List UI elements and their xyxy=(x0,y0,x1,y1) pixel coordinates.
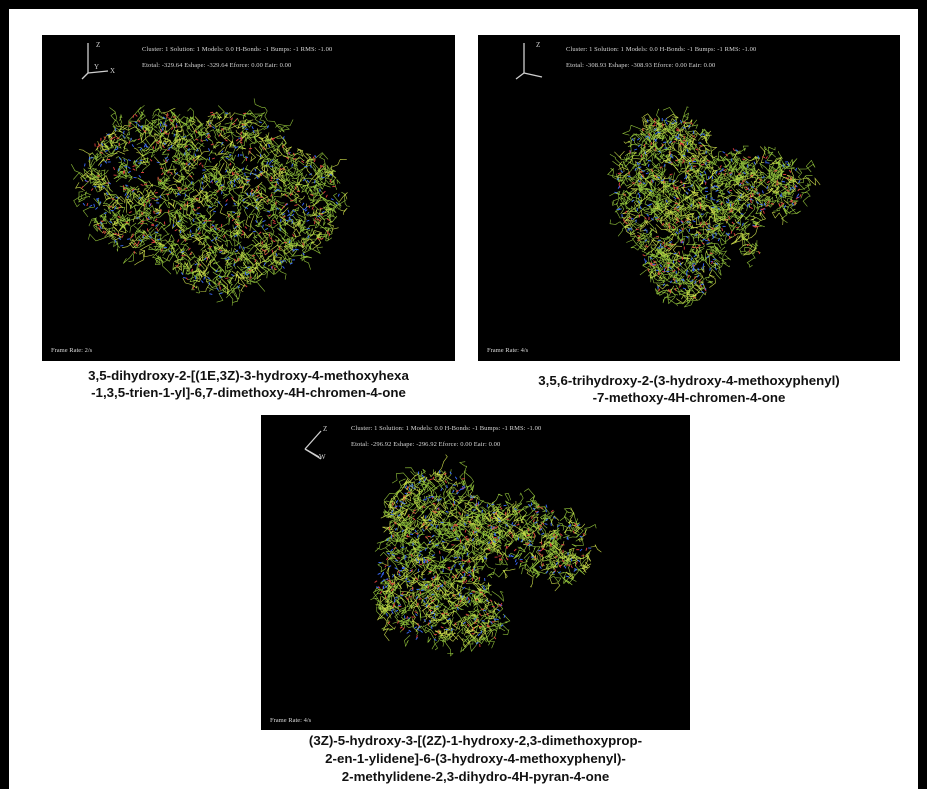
caption-panel-3: (3Z)-5-hydroxy-3-[(2Z)-1-hydroxy-2,3-dim… xyxy=(200,732,751,786)
caption-line: 2-methylidene-2,3-dihydro-4H-pyran-4-one xyxy=(341,769,610,784)
atom-markers xyxy=(614,117,802,299)
frame-rate-label: Frame Rate: 4/s xyxy=(270,717,312,724)
docking-panel-1: Z Y X Cluster: 1 Solution: 1 Models: 0.0… xyxy=(42,35,455,361)
axes-orientation-icon: Z W xyxy=(304,425,327,461)
backbone-wire xyxy=(607,106,816,308)
caption-line: 2-en-1-ylidene]-6-(3-hydroxy-4-methoxyph… xyxy=(325,751,626,766)
sidechain-wire xyxy=(614,113,821,304)
caption-panel-1: 3,5-dihydroxy-2-[(1E,3Z)-3-hydroxy-4-met… xyxy=(42,367,455,401)
axis-x-label: W xyxy=(319,453,326,461)
score-header-line2: Etotal: -308.93 Eshape: -308.93 Eforce: … xyxy=(566,62,716,69)
axis-y-label: Y xyxy=(94,63,99,71)
protein-ligand-wireframe xyxy=(370,454,602,657)
score-header-line1: Cluster: 1 Solution: 1 Models: 0.0 H-Bon… xyxy=(351,425,542,432)
caption-line: 3,5-dihydroxy-2-[(1E,3Z)-3-hydroxy-4-met… xyxy=(88,368,409,383)
axes-orientation-icon: Z Y X xyxy=(81,41,115,80)
score-header-line2: Etotal: -296.92 Eshape: -296.92 Eforce: … xyxy=(351,441,501,448)
atom-markers xyxy=(374,470,592,648)
frame-rate-label: Frame Rate: 2/s xyxy=(51,347,93,354)
backbone-wire xyxy=(71,98,350,306)
backbone-wire xyxy=(370,461,597,657)
caption-line: 3,5,6-trihydroxy-2-(3-hydroxy-4-methoxyp… xyxy=(538,373,840,388)
docking-panel-2: Z Cluster: 1 Solution: 1 Models: 0.0 H-B… xyxy=(478,35,900,361)
docking-panel-3: Z W Cluster: 1 Solution: 1 Models: 0.0 H… xyxy=(261,415,690,730)
sidechain-wire xyxy=(74,107,348,295)
caption-line: -7-methoxy-4H-chromen-4-one xyxy=(592,390,786,405)
axis-z-label: Z xyxy=(96,41,100,49)
protein-ligand-wireframe xyxy=(607,106,821,308)
axis-z-label: Z xyxy=(323,425,327,433)
score-header-line2: Etotal: -329.64 Eshape: -329.64 Eforce: … xyxy=(142,62,292,69)
axis-z-label: Z xyxy=(536,41,540,49)
caption-line: -1,3,5-trien-1-yl]-6,7-dimethoxy-4H-chro… xyxy=(91,385,406,400)
axis-x-label: X xyxy=(110,67,115,75)
protein-ligand-wireframe xyxy=(71,98,350,306)
atom-markers xyxy=(81,111,340,295)
score-header-line1: Cluster: 1 Solution: 1 Models: 0.0 H-Bon… xyxy=(142,46,333,53)
axes-orientation-icon: Z xyxy=(515,41,543,80)
score-header-line1: Cluster: 1 Solution: 1 Models: 0.0 H-Bon… xyxy=(566,46,757,53)
frame-rate-label: Frame Rate: 4/s xyxy=(487,347,529,354)
caption-line: (3Z)-5-hydroxy-3-[(2Z)-1-hydroxy-2,3-dim… xyxy=(308,733,643,748)
caption-panel-2: 3,5,6-trihydroxy-2-(3-hydroxy-4-methoxyp… xyxy=(478,372,900,406)
